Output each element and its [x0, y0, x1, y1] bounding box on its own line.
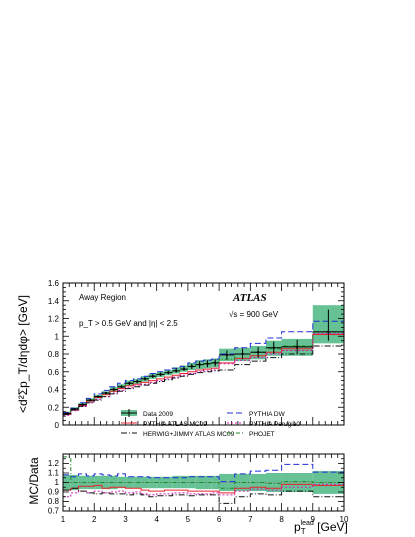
svg-text:PYTHIA DW: PYTHIA DW [249, 411, 286, 418]
ratio-line-herwig-jimmy-atlas-mc09 [63, 487, 344, 504]
x-tick-label: 6 [217, 515, 222, 524]
legend: Data 2009 PYTHIA DW PYTHIA ATLAS MC09 PYTHI… [121, 409, 300, 438]
x-tick-label: 1 [61, 515, 66, 524]
data-point [234, 348, 251, 360]
y-tick-label: 1.2 [48, 315, 60, 324]
main-plot-panel: 0 0.2 0.4 0.6 0.8 1 1.2 1.4 1.6 [48, 279, 345, 430]
data-point [125, 381, 134, 386]
data-point [180, 366, 188, 371]
y-tick-label: 1.6 [48, 279, 60, 288]
ratio-line-phojet [63, 456, 344, 489]
x-tick-label: 3 [123, 515, 128, 524]
y-tick-label: 0 [55, 421, 60, 430]
main-y-axis-label: <d²Σp_T/dηdφ> [GeV] [16, 295, 30, 413]
x-tick-label: 9 [311, 515, 316, 524]
main-x-ticks [62, 283, 345, 425]
svg-text:Data 2009: Data 2009 [143, 411, 173, 418]
svg-text:HERWIG+JIMMY ATLAS MC09: HERWIG+JIMMY ATLAS MC09 [143, 431, 235, 438]
legend-entry: PYTHIA Perugia0 [227, 421, 300, 428]
ratio-y-tick-label: 0.7 [48, 507, 60, 516]
data-point [133, 379, 142, 384]
y-tick-label: 1.4 [48, 297, 60, 306]
data-point [109, 387, 118, 392]
y-tick-label: 0.6 [48, 368, 60, 377]
y-tick-label: 1 [55, 332, 60, 341]
data-points [63, 309, 344, 415]
ratio-line-pythia-dw [63, 463, 344, 483]
data-point [187, 363, 196, 370]
data-point [281, 339, 313, 354]
legend-entry: HERWIG+JIMMY ATLAS MC09 [121, 431, 235, 438]
data-point [164, 370, 173, 375]
y-tick-label: 0.8 [48, 350, 60, 359]
ratio-series-lines [63, 456, 344, 504]
data-point [195, 361, 204, 369]
data-point [265, 341, 282, 354]
energy-annotation: √s = 900 GeV [229, 310, 279, 319]
y-tick-label: 0.2 [48, 403, 60, 412]
ratio-x-ticks: 1 2 3 4 5 6 7 8 9 10 [61, 454, 349, 524]
data-point [172, 368, 181, 373]
x-axis-label: pTlead [GeV] [294, 520, 348, 536]
ratio-y-tick-label: 1 [55, 478, 60, 487]
region-annotation: Away Region [79, 293, 126, 302]
ratio-y-tick-label: 0.8 [48, 497, 60, 506]
svg-text:PHOJET: PHOJET [249, 431, 275, 438]
data-point [78, 403, 87, 406]
ratio-plot-panel: 0.70.80.911.11.2 1 2 3 4 5 6 7 8 9 10 [48, 453, 349, 524]
ratio-y-ticks: 0.70.80.911.11.2 [48, 453, 344, 516]
svg-text:PYTHIA Perugia0: PYTHIA Perugia0 [249, 421, 300, 428]
data-point [211, 359, 220, 367]
legend-entry: PHOJET [227, 431, 275, 438]
x-tick-label: 5 [186, 515, 191, 524]
ratio-line-pythia-atlas-mc09 [63, 483, 344, 494]
data-point [250, 346, 266, 358]
y-tick-label: 0.4 [48, 386, 60, 395]
ratio-y-tick-label: 1.2 [48, 459, 60, 468]
x-tick-label: 4 [154, 515, 159, 524]
ratio-y-tick-label: 1.1 [48, 469, 60, 478]
x-tick-label: 7 [248, 515, 253, 524]
data-point [70, 407, 79, 411]
data-point [63, 412, 71, 415]
data-point [94, 395, 103, 398]
series-line-pythia-dw [63, 320, 344, 414]
ratio-y-tick-label: 0.9 [48, 488, 60, 497]
data-point [141, 377, 149, 381]
data-point [117, 385, 126, 389]
x-tick-label: 10 [340, 515, 349, 524]
data-point [86, 398, 95, 402]
ratio-line-pythia-perugia0 [63, 483, 344, 498]
x-tick-label: 8 [279, 515, 284, 524]
legend-entry: PYTHIA DW [227, 411, 286, 418]
atlas-label: ATLAS [232, 292, 267, 304]
cuts-annotation: p_T > 0.5 GeV and |η| < 2.5 [79, 319, 178, 328]
data-point [148, 374, 157, 378]
data-point [102, 391, 110, 395]
data-point [219, 350, 235, 360]
svg-text:PYTHIA ATLAS MC09: PYTHIA ATLAS MC09 [143, 421, 207, 428]
legend-entry: Data 2009 [121, 409, 173, 418]
data-point [312, 309, 344, 341]
series-line-herwig-jimmy-atlas-mc09 [63, 345, 344, 415]
legend-entry: PYTHIA ATLAS MC09 [121, 421, 207, 428]
main-y-ticks: 0 0.2 0.4 0.6 0.8 1 1.2 1.4 1.6 [48, 279, 344, 430]
ratio-y-axis-label: MC/Data [27, 457, 41, 505]
data-point [156, 372, 165, 377]
x-tick-label: 2 [92, 515, 97, 524]
data-point [203, 360, 212, 368]
